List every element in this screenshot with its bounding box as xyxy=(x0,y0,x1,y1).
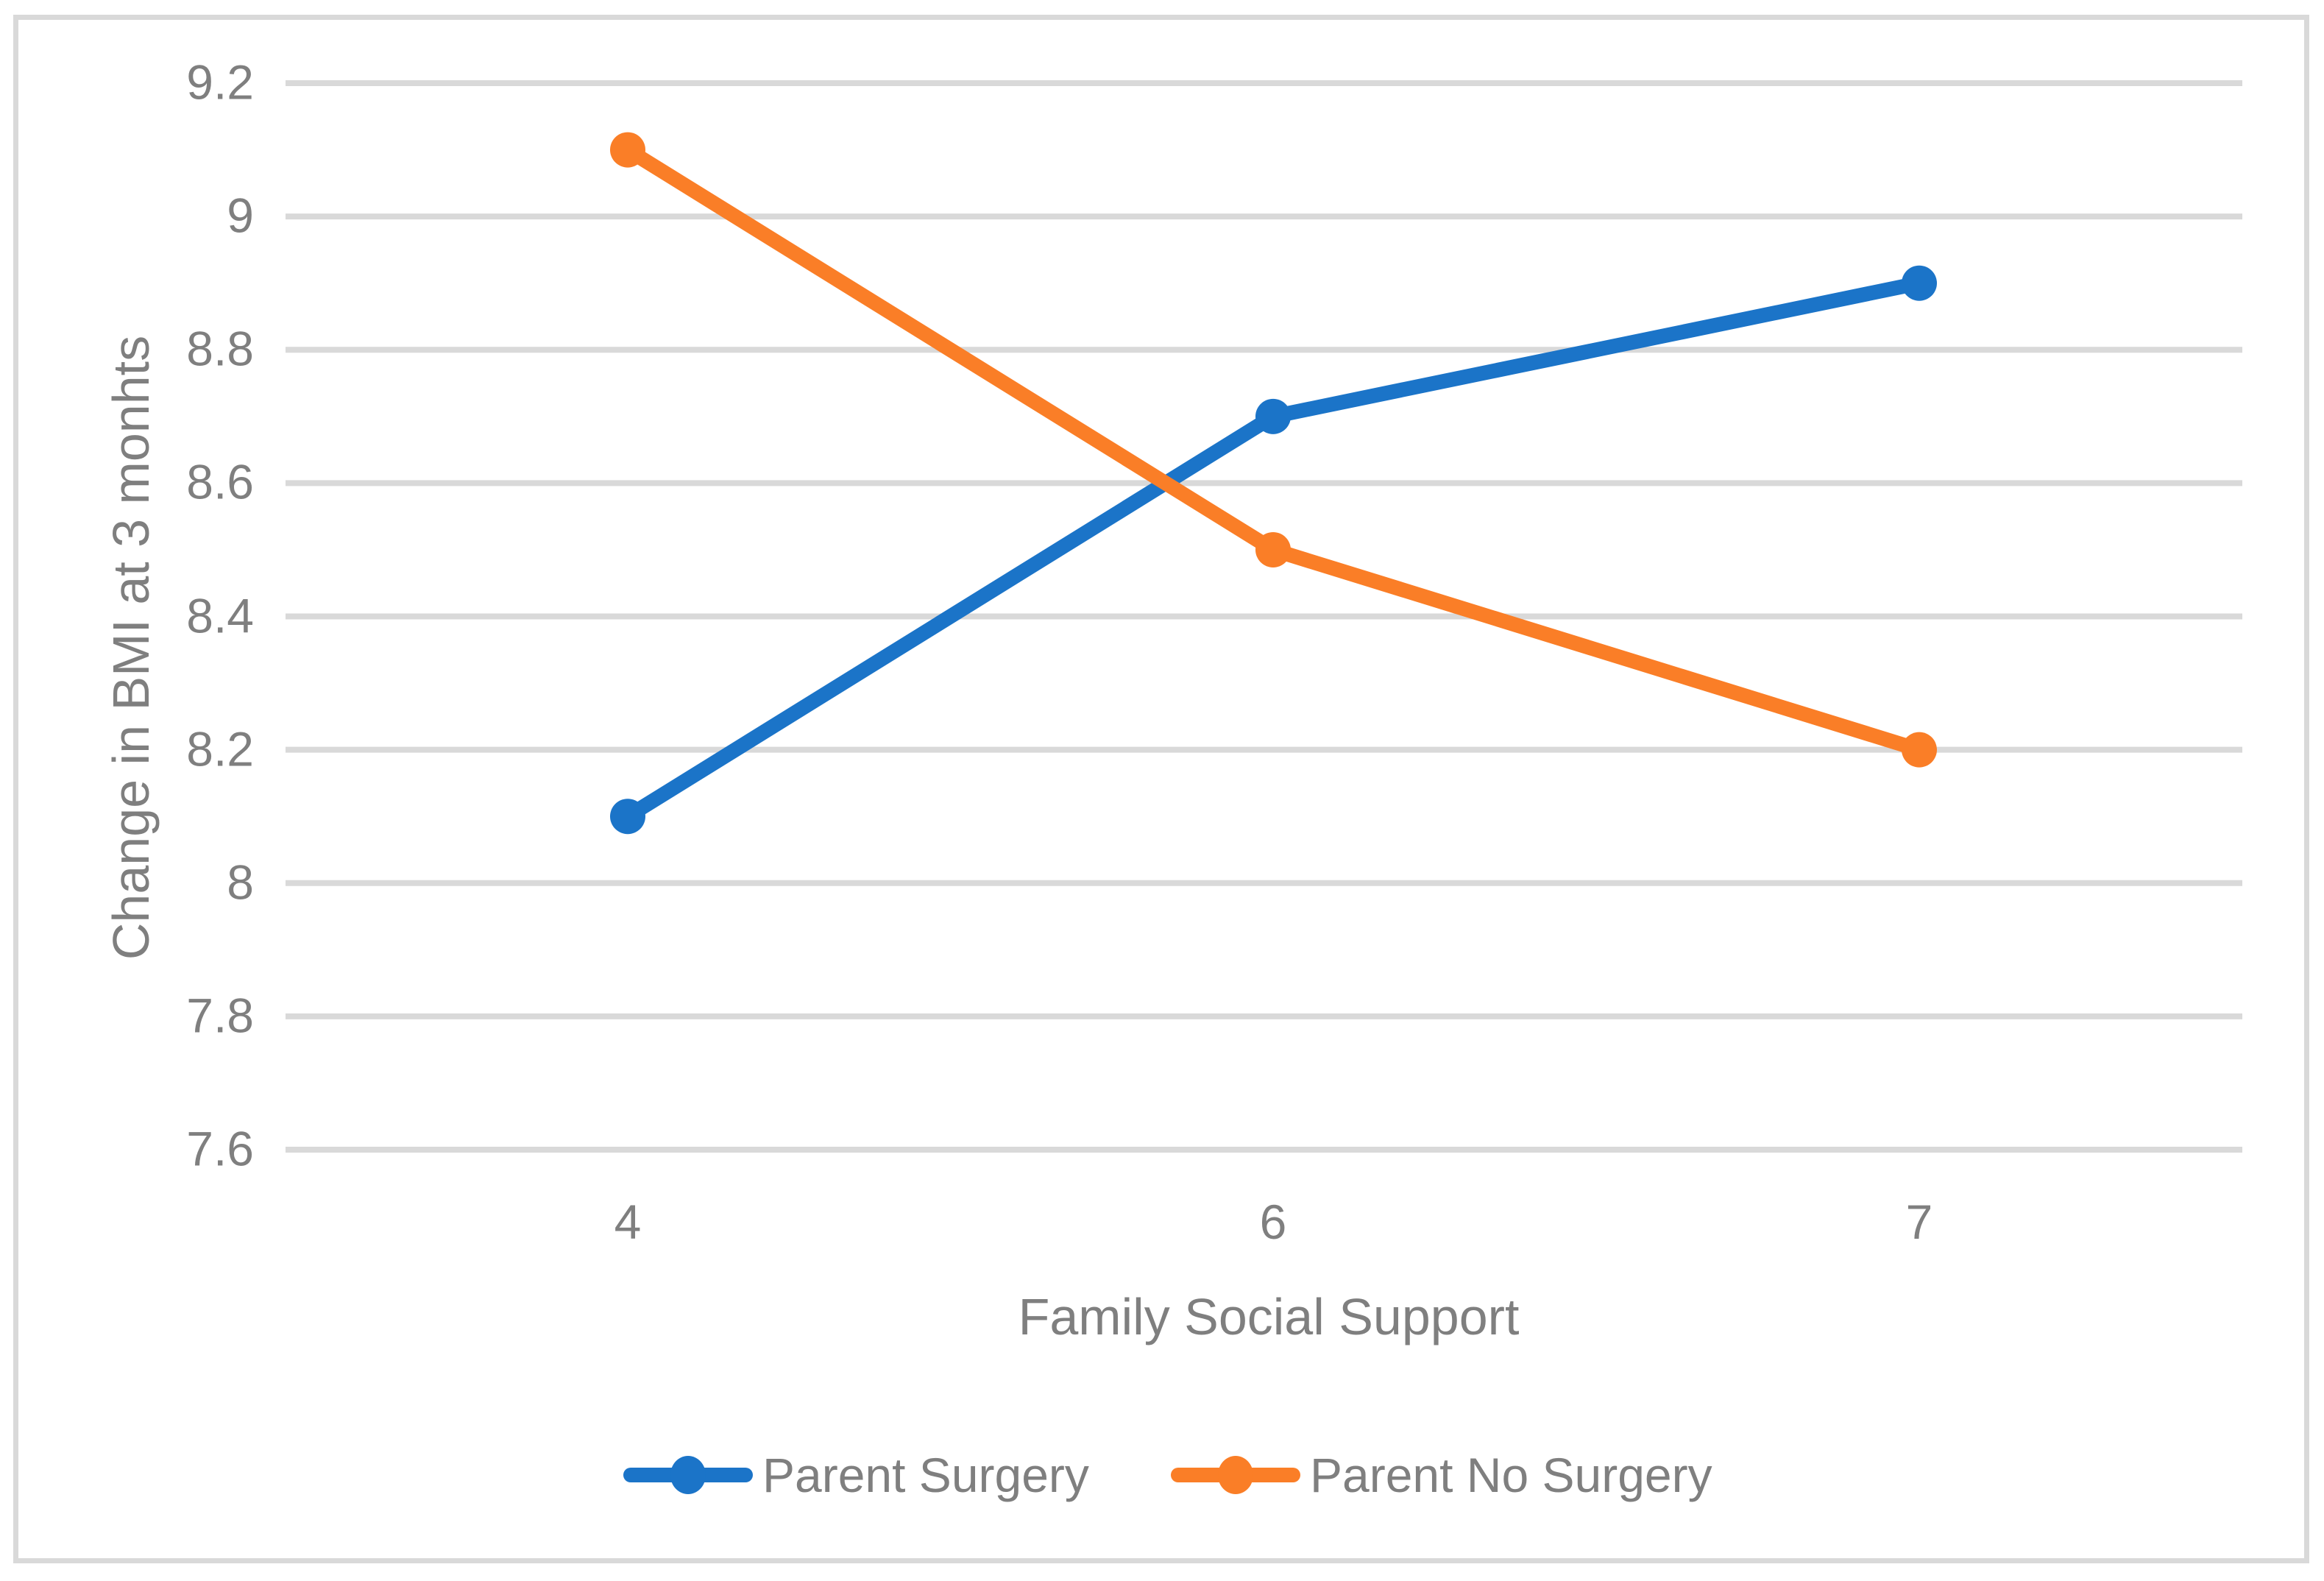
x-axis-tick-label: 6 xyxy=(1259,1195,1287,1249)
legend-label: Parent Surgery xyxy=(762,1448,1089,1502)
y-axis-tick-label: 7.8 xyxy=(186,988,254,1043)
data-point-marker xyxy=(1255,531,1291,567)
x-axis-tick-label: 7 xyxy=(1905,1195,1933,1249)
y-axis-tick-label: 8.8 xyxy=(186,321,254,376)
data-point-marker xyxy=(1255,398,1291,434)
legend-line-marker-icon xyxy=(623,1446,753,1504)
x-axis-tick-label: 4 xyxy=(614,1195,642,1249)
legend-item-parent-no-surgery[interactable]: Parent No Surgery xyxy=(1171,1446,1712,1504)
y-axis-tick-label: 7.6 xyxy=(186,1121,254,1176)
data-point-marker xyxy=(1902,732,1937,768)
y-axis-tick-label: 9.2 xyxy=(186,54,254,110)
y-axis-title: Change in BMI at 3 monhts xyxy=(102,335,160,961)
data-point-marker xyxy=(610,132,645,168)
data-point-marker xyxy=(1902,265,1937,301)
legend-line-marker-icon xyxy=(1171,1446,1300,1504)
legend-label: Parent No Surgery xyxy=(1310,1448,1712,1502)
y-axis-tick-label: 8.6 xyxy=(186,454,254,509)
y-axis-tick-label: 9 xyxy=(227,188,254,243)
y-axis-tick-label: 8 xyxy=(227,855,254,910)
y-axis-tick-label: 8.4 xyxy=(186,587,254,643)
legend-item-parent-surgery[interactable]: Parent Surgery xyxy=(623,1446,1089,1504)
y-axis-tick-label: 8.2 xyxy=(186,721,254,777)
x-axis-title: Family Social Support xyxy=(1018,1288,1520,1345)
series-line xyxy=(623,144,1921,757)
data-point-marker xyxy=(610,799,645,835)
